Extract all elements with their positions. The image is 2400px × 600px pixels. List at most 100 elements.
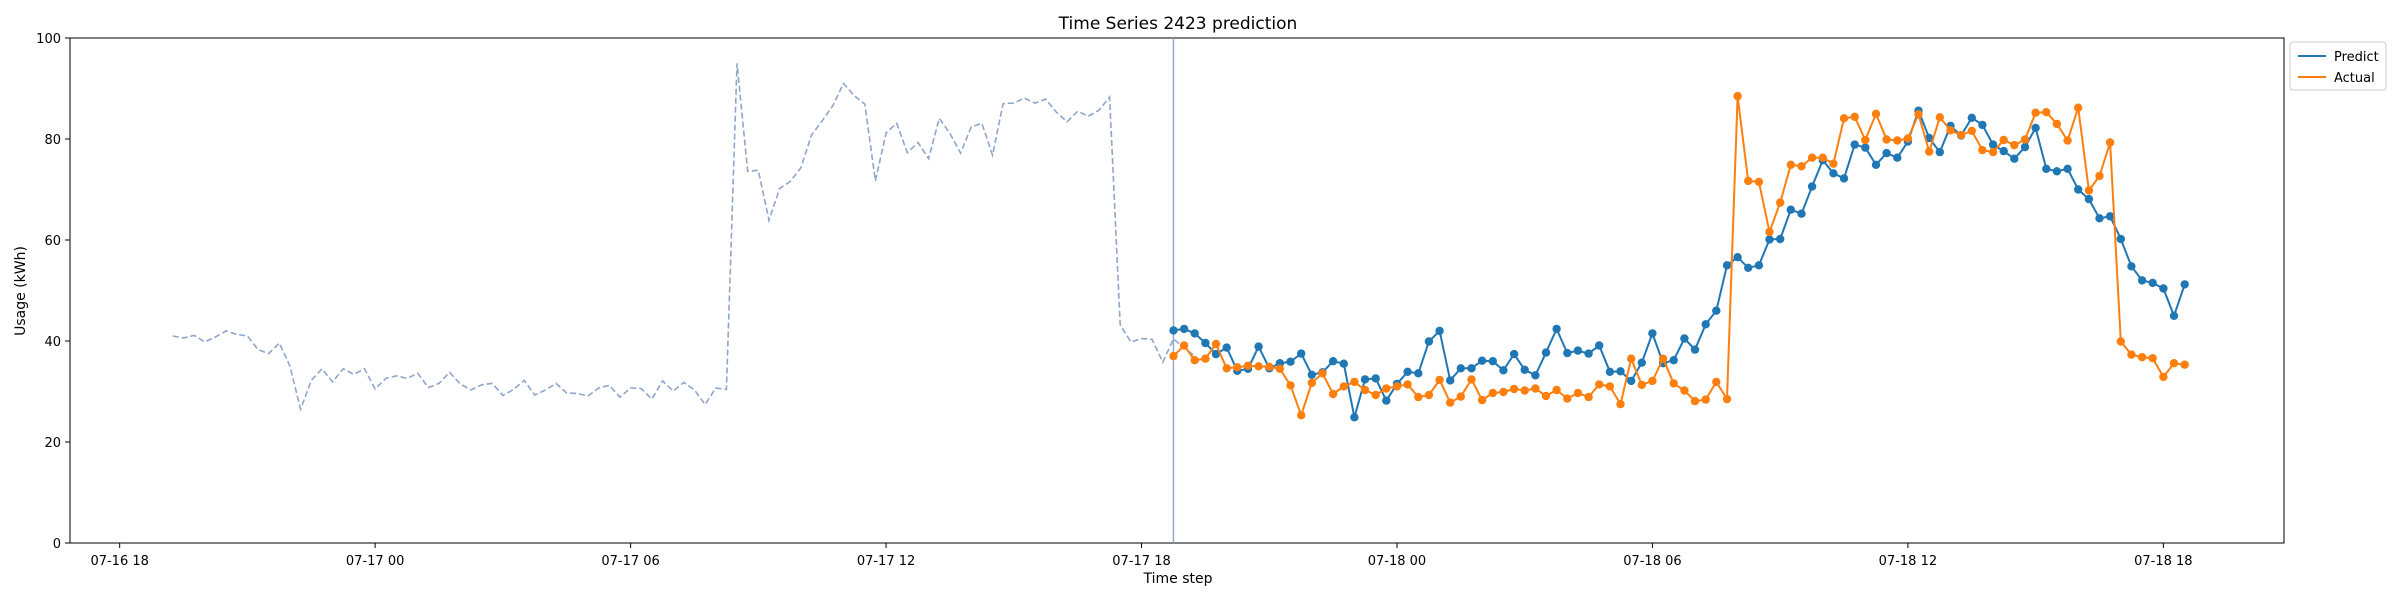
predict-point [2105, 212, 2115, 221]
predict-point [1829, 169, 1838, 178]
predict-point [1531, 371, 1540, 380]
predict-point [1360, 375, 1370, 384]
predict-point [1477, 356, 1487, 365]
x-tick-label: 07-17 00 [346, 554, 404, 569]
predict-point [1254, 342, 1263, 351]
actual-point [2020, 135, 2030, 144]
predict-point [2052, 167, 2062, 176]
y-tick-label: 20 [44, 436, 61, 451]
actual-point [1893, 136, 1902, 145]
actual-point [1541, 391, 1551, 401]
predict-point [1680, 334, 1689, 343]
predict-point [1637, 358, 1647, 367]
predict-point [1499, 366, 1508, 375]
actual-point [1211, 339, 1221, 349]
x-tick-label: 07-16 18 [90, 554, 148, 569]
history-line [172, 63, 1196, 412]
actual-point [2010, 140, 2019, 150]
actual-point [1605, 382, 1615, 391]
actual-point [1690, 396, 1700, 406]
actual-point [1829, 159, 1838, 168]
predict-point [2169, 311, 2179, 320]
predict-point [1403, 367, 1412, 376]
predict-point [1446, 376, 1455, 385]
actual-point [1424, 390, 1434, 400]
predict-point [1722, 261, 1732, 270]
actual-point [1477, 395, 1487, 405]
predict-point [1286, 357, 1295, 366]
actual-point [1786, 160, 1796, 169]
legend-label-predict: Predict [2334, 50, 2379, 65]
predict-point [1690, 345, 1700, 354]
predict-point [1967, 113, 1977, 123]
actual-point [2042, 108, 2051, 117]
predict-point [1733, 253, 1742, 262]
predict-point [2063, 164, 2072, 173]
predict-point [1584, 349, 1593, 358]
actual-point [1360, 385, 1370, 395]
predict-point [1467, 364, 1476, 373]
predict-point [1541, 348, 1551, 357]
actual-point [2180, 360, 2189, 369]
actual-point [1318, 369, 1327, 378]
actual-point [2148, 354, 2157, 363]
predict-point [1765, 235, 1774, 244]
predict-point [1595, 341, 1604, 350]
actual-point [1488, 388, 1498, 398]
predict-point [1350, 413, 1359, 422]
y-axis-label: Usage (kWh) [13, 246, 29, 336]
predict-point [1744, 263, 1753, 272]
predict-point [1573, 346, 1583, 355]
actual-point [1956, 130, 1966, 140]
predict-point [1871, 160, 1881, 169]
plot-area: 07-16 18 07-17 00 07-17 06 07-17 12 07-17 18… [36, 32, 2285, 569]
actual-point [1233, 363, 1242, 372]
actual-point [1967, 126, 1977, 136]
actual-point [1818, 153, 1828, 162]
actual-point [1350, 377, 1359, 387]
actual-point [1392, 382, 1402, 391]
actual-point [2074, 103, 2083, 112]
actual-point [1339, 382, 1349, 391]
y-tick-label: 80 [44, 133, 61, 148]
predict-point [1222, 343, 1231, 352]
actual-point [1744, 176, 1753, 186]
actual-point [1265, 362, 1274, 371]
axes-frame [69, 37, 2285, 544]
actual-point [1680, 386, 1689, 395]
predict-point [1605, 367, 1615, 376]
actual-point [1190, 356, 1199, 365]
actual-point [1648, 376, 1657, 386]
predict-point [1307, 370, 1317, 379]
actual-point [1275, 364, 1285, 373]
predict-point [1382, 396, 1391, 405]
actual-point [1765, 227, 1774, 237]
predict-point [1414, 369, 1423, 378]
predict-point [1563, 348, 1572, 358]
actual-point [2137, 353, 2147, 362]
actual-point [1999, 135, 2008, 145]
actual-point [1382, 384, 1391, 393]
actual-point [1531, 384, 1540, 393]
x-tick-label: 07-18 18 [2134, 554, 2192, 569]
y-tick-label: 40 [44, 335, 61, 350]
predict-point [2084, 194, 2094, 204]
predict-point [1509, 349, 1519, 359]
predict-point [1627, 376, 1636, 386]
actual-point [1871, 109, 1881, 119]
actual-point [1903, 134, 1913, 143]
legend: Predict Actual [2289, 41, 2387, 91]
predict-point [1297, 349, 1306, 358]
predict-point [1435, 326, 1444, 336]
predict-point [1988, 140, 1998, 149]
actual-point [1520, 386, 1529, 395]
predict-point [2074, 185, 2083, 194]
predict-point [1456, 364, 1466, 373]
predict-point [1797, 209, 1806, 218]
actual-point [1552, 385, 1561, 395]
actual-point [1754, 177, 1764, 187]
predict-point [1925, 133, 1934, 143]
actual-point [1254, 362, 1263, 371]
predict-point [2116, 234, 2125, 244]
actual-point [1978, 145, 1987, 155]
